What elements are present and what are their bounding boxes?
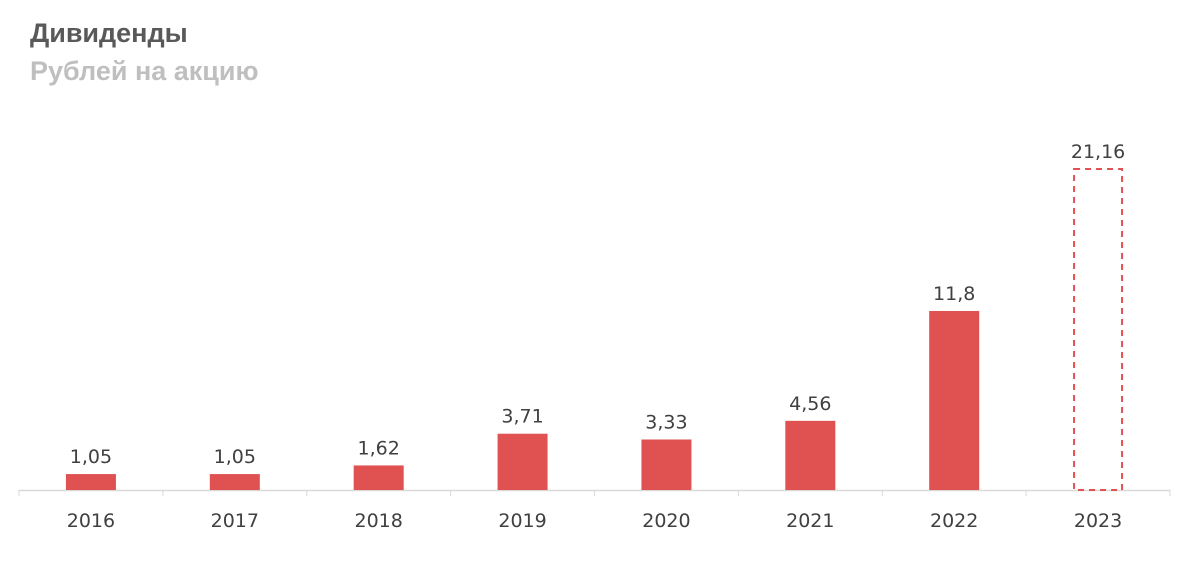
x-tick-label-2016: 2016 [67,510,115,532]
x-tick-label-2021: 2021 [786,510,834,532]
bar-2023 [1073,168,1124,491]
data-label-2020: 3,33 [645,411,687,433]
x-tick-label-2019: 2019 [498,510,546,532]
data-label-2019: 3,71 [501,406,543,428]
data-label-2021: 4,56 [789,393,831,415]
bar-2022 [929,310,980,490]
data-label-2018: 1,62 [358,437,400,459]
bar-2021 [785,420,836,490]
x-tick-label-2023: 2023 [1074,510,1122,532]
bar-2019 [497,433,548,490]
bar-2018 [353,465,404,490]
bar-2017 [209,474,260,490]
data-label-2023: 21,16 [1071,141,1125,163]
data-label-2017: 1,05 [214,446,256,468]
x-tick-label-2020: 2020 [642,510,690,532]
bar-2020 [641,439,692,490]
x-tick-label-2022: 2022 [930,510,978,532]
x-tick-label-2017: 2017 [211,510,259,532]
data-label-2016: 1,05 [70,446,112,468]
bar-2016 [65,474,116,490]
x-tick-label-2018: 2018 [355,510,403,532]
data-label-2022: 11,8 [933,283,975,305]
chart-subtitle: Рублей на акцию [30,56,259,86]
chart-title: Дивиденды [30,18,188,48]
